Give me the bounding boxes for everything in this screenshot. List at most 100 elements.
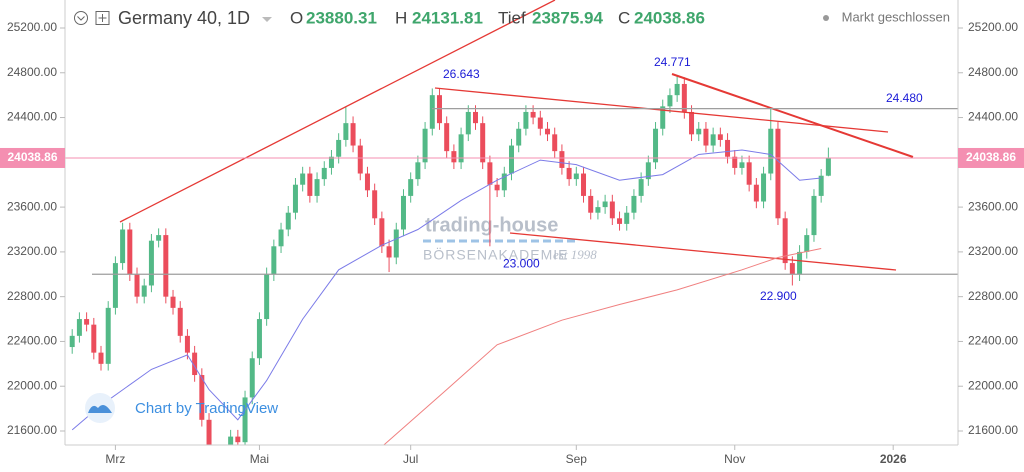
candle-body <box>472 111 478 124</box>
candle-body <box>761 173 767 202</box>
trendline <box>119 0 556 223</box>
candle-body <box>775 128 781 219</box>
collapse-chevron <box>77 16 85 21</box>
candle-body <box>559 151 565 168</box>
watermark-brand: trading-house <box>425 214 558 236</box>
candle-body <box>746 162 752 185</box>
price-badge <box>958 147 1024 168</box>
candle-body <box>753 184 759 202</box>
candle-body <box>408 179 414 196</box>
candle-body <box>199 375 205 420</box>
y-tick-label: 22800.00 <box>968 289 1018 303</box>
trendline <box>671 73 914 158</box>
candle-body <box>653 128 659 163</box>
candle-body <box>566 167 572 180</box>
candle-body <box>69 335 75 348</box>
candle-body <box>501 173 507 191</box>
candle-body <box>451 151 457 163</box>
price-badge <box>0 147 65 168</box>
candle-body <box>300 173 306 185</box>
candle-body <box>163 235 169 297</box>
candle-body <box>552 134 558 152</box>
y-tick-label: 25200.00 <box>968 20 1018 34</box>
candle-body <box>638 179 644 196</box>
candle-body <box>588 195 594 213</box>
candle-body <box>523 111 529 129</box>
add-icon[interactable] <box>95 11 110 25</box>
candle-body <box>84 319 90 325</box>
candle-body <box>617 218 623 224</box>
candle-body <box>177 307 183 336</box>
ohlc-label: C <box>618 8 630 27</box>
candle-body <box>235 436 241 443</box>
candle-body <box>192 352 198 376</box>
candle-body <box>278 229 284 247</box>
candle-body <box>415 162 421 180</box>
x-tick-label: Nov <box>724 452 745 466</box>
candle-body <box>689 111 695 135</box>
candle-body <box>271 246 277 275</box>
candle-body <box>768 128 774 174</box>
ohlc-label: O <box>290 8 303 27</box>
candle-body <box>292 184 298 213</box>
moving-average <box>71 149 822 431</box>
watermark-since: est 1998 <box>553 247 597 262</box>
candle-body <box>703 128 709 146</box>
candle-body <box>256 319 262 359</box>
candle-body <box>206 419 212 445</box>
symbol-caret[interactable] <box>262 17 272 22</box>
candle-body <box>710 134 716 146</box>
y-tick-label: 24400.00 <box>968 110 1018 124</box>
candle-body <box>264 274 270 320</box>
trendline <box>509 232 897 271</box>
plot-area: trading-house BÖRSENAKADEMIE est 1998 26… <box>65 0 958 445</box>
candle-body <box>696 128 702 135</box>
market-status: Markt geschlossen <box>842 9 950 24</box>
symbol-title[interactable]: Germany 40, 1D <box>118 8 250 28</box>
annotation: 24.771 <box>654 55 691 69</box>
y-tick-label: 24800.00 <box>7 65 57 79</box>
y-tick-label: 22800.00 <box>7 289 57 303</box>
logo-cloud <box>88 404 112 413</box>
collapse-icon[interactable] <box>74 11 88 25</box>
candle-body <box>343 123 349 140</box>
candle-body <box>379 218 385 247</box>
ohlc-value: 23880.31 <box>306 8 377 27</box>
x-tick-label: 2026 <box>880 452 907 466</box>
candle-body <box>112 263 118 308</box>
candle-body <box>667 95 673 107</box>
ohlc-value: 23875.94 <box>532 8 603 27</box>
candle-body <box>789 263 795 275</box>
candle-body <box>717 134 723 140</box>
candle-body <box>725 139 731 157</box>
y-tick-label: 22000.00 <box>7 378 57 392</box>
candle-body <box>242 397 248 443</box>
candle-body <box>105 307 111 364</box>
level-label: 23.000 <box>503 256 540 270</box>
candle-body <box>400 195 406 230</box>
y-tick-label: 23600.00 <box>7 199 57 213</box>
candle-body <box>148 240 154 286</box>
candle-body <box>631 195 637 213</box>
candle-body <box>797 251 803 275</box>
candle-body <box>372 190 378 219</box>
candle-body <box>249 358 255 398</box>
tradingview-logo[interactable]: Chart by TradingView <box>85 393 278 423</box>
candle-body <box>545 128 551 135</box>
candle-body <box>321 167 327 180</box>
candle-body <box>602 201 608 208</box>
ohlc-label: Tief <box>498 8 526 27</box>
candle-body <box>444 123 450 152</box>
x-tick-label: Sep <box>566 452 588 466</box>
candle-body <box>681 83 687 112</box>
candle-body <box>509 145 514 174</box>
footer-text: Chart by TradingView <box>135 400 278 417</box>
candle-body <box>660 106 666 129</box>
candle-body <box>228 436 234 445</box>
moving-average <box>383 248 822 445</box>
candle-body <box>487 162 493 185</box>
candle-body <box>624 212 630 224</box>
candle-body <box>350 123 356 146</box>
x-tick-label: Jul <box>403 452 418 466</box>
